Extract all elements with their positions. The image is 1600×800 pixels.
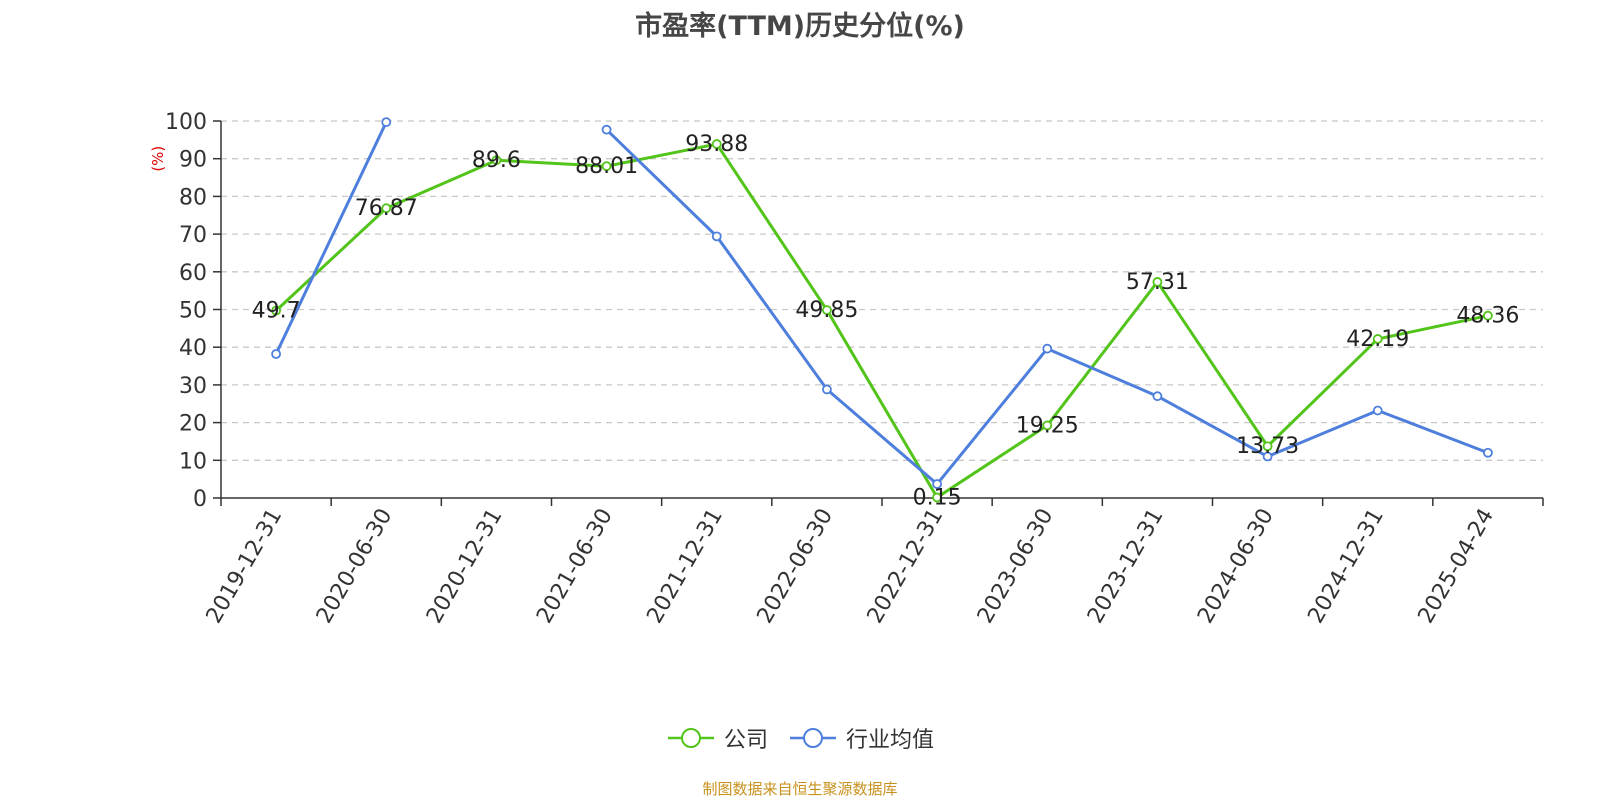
data-point-1 xyxy=(1042,343,1053,354)
series-line-0 xyxy=(275,142,1489,499)
data-label: 57.31 xyxy=(1126,270,1189,295)
data-point-0 xyxy=(711,139,722,149)
data-label: 48.36 xyxy=(1456,304,1519,329)
data-point-1 xyxy=(711,231,722,242)
legend: 公司 行业均值 xyxy=(0,722,1600,754)
legend-item-1[interactable]: 行业均值 xyxy=(788,722,934,754)
x-tick-label: 2021-06-30 xyxy=(532,505,618,628)
x-tick-label: 2023-06-30 xyxy=(973,505,1059,628)
data-point-0 xyxy=(1152,277,1163,287)
x-tick-label: 2022-06-30 xyxy=(753,505,839,628)
y-tick-label: 0 xyxy=(193,487,207,512)
x-tick-label: 2021-12-31 xyxy=(642,505,728,628)
x-tick-label: 2024-06-30 xyxy=(1193,505,1279,628)
data-point-0 xyxy=(271,305,281,316)
data-point-1 xyxy=(822,384,832,395)
data-point-1 xyxy=(381,117,392,128)
x-tick-label: 2019-12-31 xyxy=(202,505,288,628)
legend-item-0[interactable]: 公司 xyxy=(666,722,768,754)
data-point-0 xyxy=(932,492,942,503)
y-tick-label: 80 xyxy=(179,185,207,210)
data-point-0 xyxy=(381,203,392,214)
y-tick-label: 50 xyxy=(179,299,207,324)
data-label: 0.15 xyxy=(913,485,962,510)
data-point-0 xyxy=(1483,310,1493,321)
data-point-1 xyxy=(601,124,612,135)
data-point-0 xyxy=(491,155,502,166)
x-tick-label: 2020-12-31 xyxy=(422,505,508,628)
x-tick-label: 2024-12-31 xyxy=(1303,505,1389,628)
data-point-0 xyxy=(1042,420,1053,431)
x-tick-label: 2025-04-24 xyxy=(1414,505,1500,628)
legend-line-circle-icon xyxy=(790,728,836,748)
data-label: 93.88 xyxy=(685,132,748,157)
legend-label: 公司 xyxy=(723,728,768,753)
data-label: 88.01 xyxy=(575,154,638,179)
data-point-1 xyxy=(1372,405,1383,416)
data-label: 49.85 xyxy=(795,298,858,323)
data-point-1 xyxy=(1262,451,1273,462)
x-tick-label: 2023-12-31 xyxy=(1083,505,1169,628)
y-tick-label: 10 xyxy=(179,449,207,474)
data-point-0 xyxy=(1262,441,1273,452)
y-tick-label: 30 xyxy=(179,374,207,399)
legend-label: 行业均值 xyxy=(846,728,935,753)
y-tick-label: 60 xyxy=(179,261,207,286)
x-tick-label: 2020-06-30 xyxy=(312,505,398,628)
y-tick-label: 20 xyxy=(179,412,207,437)
data-label: 13.73 xyxy=(1236,434,1299,459)
data-point-1 xyxy=(271,349,281,359)
y-tick-label: 100 xyxy=(165,110,207,135)
data-label: 42.19 xyxy=(1346,327,1409,352)
data-label: 19.25 xyxy=(1016,413,1079,438)
y-axis-label: (%) xyxy=(149,146,167,172)
data-point-0 xyxy=(1372,334,1383,344)
y-tick-label: 90 xyxy=(179,148,207,173)
data-point-0 xyxy=(822,305,832,315)
data-label: 49.7 xyxy=(252,299,301,324)
data-label: 76.87 xyxy=(355,196,418,221)
y-tick-label: 40 xyxy=(179,336,207,361)
data-point-1 xyxy=(932,479,942,489)
legend-line-circle-icon xyxy=(667,728,714,748)
data-point-0 xyxy=(601,161,612,172)
data-point-1 xyxy=(1152,391,1163,402)
chart-title: 市盈率(TTM)历史分位(%) xyxy=(635,11,965,42)
y-tick-label: 70 xyxy=(179,223,207,248)
data-label: 89.6 xyxy=(472,148,521,173)
data-point-1 xyxy=(1483,447,1493,458)
x-tick-label: 2022-12-31 xyxy=(863,505,949,628)
data-source-note: 制图数据来自恒生聚源数据库 xyxy=(702,780,898,798)
